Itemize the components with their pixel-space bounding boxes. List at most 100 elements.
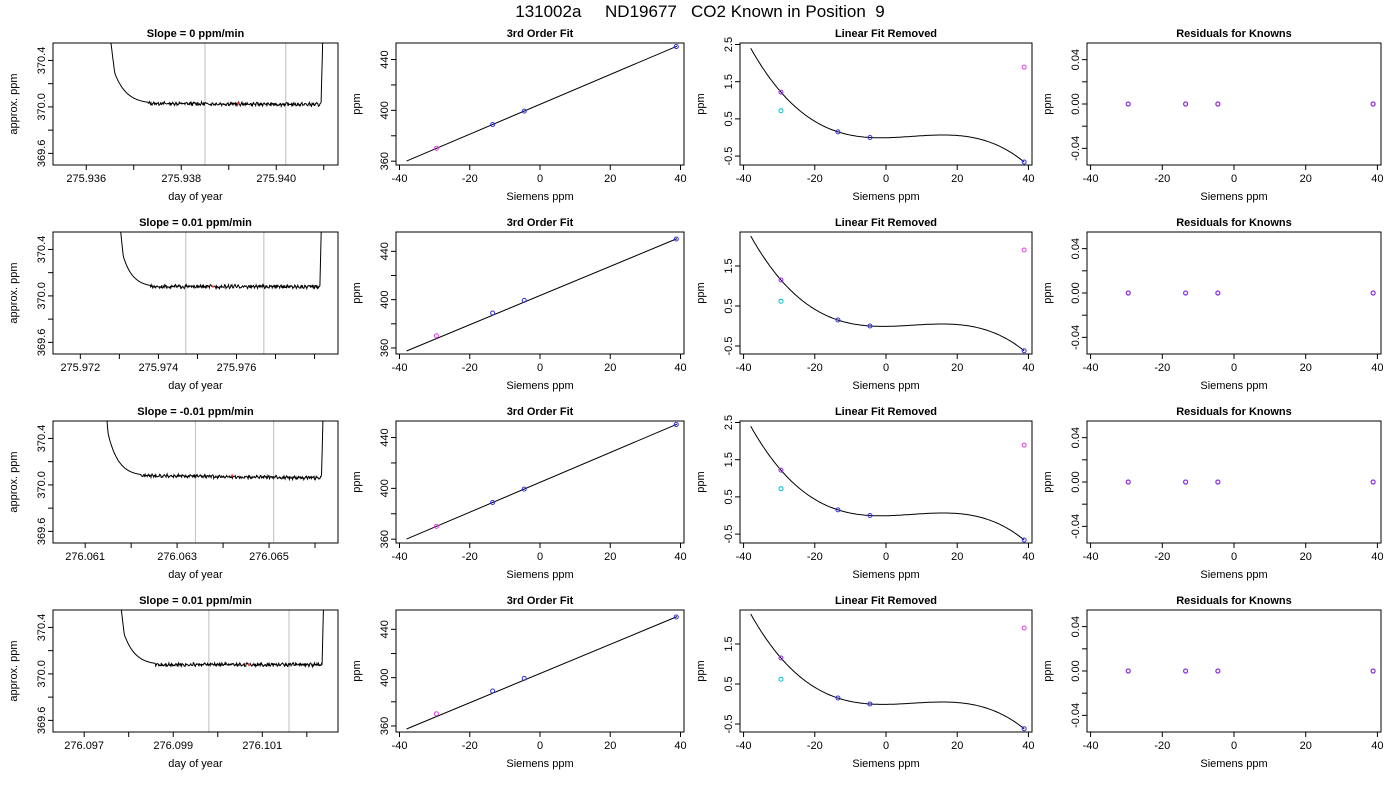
x-tick-label: -40	[736, 740, 752, 752]
data-point	[778, 676, 784, 682]
y-tick-label: 370.4	[36, 236, 48, 264]
plot-area	[406, 44, 679, 162]
x-tick-label: -40	[392, 362, 408, 374]
x-tick-label: -40	[392, 551, 408, 563]
y-tick-label: 1.5	[723, 258, 735, 273]
x-axis-label: day of year	[168, 758, 223, 770]
y-tick-label: 0.04	[1070, 427, 1082, 448]
x-tick-label: -40	[1083, 173, 1099, 185]
data-point	[433, 145, 439, 151]
window-mean-point	[237, 102, 240, 105]
data-point	[673, 236, 679, 242]
data-point	[867, 134, 873, 140]
y-tick-label: 360	[379, 530, 391, 548]
panel-title: Linear Fit Removed	[835, 406, 937, 418]
y-tick-label: 440	[379, 428, 391, 446]
x-tick-label: 40	[1371, 173, 1383, 185]
x-axis-label: Siemens ppm	[506, 569, 573, 581]
x-tick-label: 275.976	[217, 362, 257, 374]
residual-point	[1182, 668, 1189, 674]
plot-frame	[1086, 609, 1382, 733]
x-axis-label: Siemens ppm	[852, 569, 919, 581]
y-tick-label: 369.6	[36, 329, 48, 357]
x-tick-label: 40	[674, 173, 686, 185]
x-axis-label: Siemens ppm	[852, 380, 919, 392]
y-tick-label: 1.5	[723, 452, 735, 467]
x-axis-label: Siemens ppm	[506, 191, 573, 203]
x-tick-label: 276.063	[157, 551, 197, 563]
plot-area	[106, 421, 324, 543]
x-tick-label: 40	[674, 551, 686, 563]
plot-area	[750, 47, 1027, 165]
panel-title: Residuals for Knowns	[1176, 595, 1292, 607]
y-tick-label: 370.4	[36, 425, 48, 453]
y-tick-label: 370.4	[36, 614, 48, 642]
panel-title: Residuals for Knowns	[1176, 28, 1292, 40]
y-tick-label: 0.04	[1070, 49, 1082, 70]
data-point	[835, 129, 841, 135]
x-tick-label: 0	[1231, 362, 1237, 374]
panel-title: 3rd Order Fit	[507, 217, 574, 229]
x-tick-label: 20	[951, 740, 963, 752]
residual-point	[1182, 479, 1189, 485]
x-tick-label: 20	[1300, 362, 1312, 374]
residual-point	[1215, 668, 1221, 674]
cubic-curve	[750, 425, 1025, 541]
plot-frame	[1086, 420, 1382, 544]
plot-frame	[52, 42, 339, 166]
x-tick-label: -20	[462, 362, 478, 374]
y-tick-label: 400	[379, 668, 391, 686]
x-axis-label: Siemens ppm	[1200, 758, 1267, 770]
plot-frame	[739, 609, 1033, 733]
y-tick-label: 0.5	[723, 111, 735, 126]
x-tick-label: -20	[807, 740, 823, 752]
panel-r3c3: Linear Fit Removed -40 -20 0 20 40 -0.5 0.5 1.5 2…	[695, 406, 1035, 581]
plot-frame	[52, 609, 339, 733]
x-tick-label: 276.097	[64, 740, 104, 752]
x-tick-label: 40	[1022, 362, 1034, 374]
y-tick-label: 360	[379, 339, 391, 357]
residual-point	[1215, 479, 1221, 485]
panel-r1c3: Linear Fit Removed -40 -20 0 20 40 -0.5 0.5 1.5 2…	[695, 28, 1035, 203]
y-tick-label: -0.04	[1070, 136, 1082, 161]
x-tick-label: 0	[883, 173, 889, 185]
y-axis-label: ppm	[351, 660, 363, 681]
panel-r3c4: Residuals for Knowns -40 -20 0 20 40 -0.04 0.00…	[1042, 406, 1384, 581]
cubic-curve	[750, 613, 1025, 730]
signal-trace	[110, 43, 324, 109]
plot-area	[750, 425, 1027, 543]
data-point	[867, 512, 873, 518]
panel-title: 3rd Order Fit	[507, 406, 574, 418]
y-axis-label: ppm	[695, 282, 707, 303]
data-point	[778, 467, 784, 473]
y-tick-label: 0.00	[1070, 471, 1082, 492]
x-tick-label: 275.938	[161, 173, 201, 185]
panel-r3c2: 3rd Order Fit -40 -20 0 20 40 360 400 440 Siemens…	[351, 406, 687, 581]
data-point	[867, 323, 873, 329]
y-axis-label: approx. ppm	[8, 640, 20, 701]
panel-r4c3: Linear Fit Removed -40 -20 0 20 40 -0.5 0.5 1.5 S…	[695, 595, 1035, 770]
data-point	[1021, 442, 1027, 448]
x-tick-label: 0	[537, 551, 543, 563]
data-point	[778, 655, 784, 661]
residual-point	[1125, 479, 1131, 485]
data-point	[778, 298, 784, 304]
x-axis-label: Siemens ppm	[1200, 191, 1267, 203]
plot-area	[406, 614, 679, 730]
window-mean-point	[211, 285, 215, 288]
panel-title: Slope = -0.01 ppm/min	[137, 406, 254, 418]
x-tick-label: -20	[807, 173, 823, 185]
residual-point	[1182, 101, 1189, 107]
y-tick-label: 0.5	[723, 489, 735, 504]
x-tick-label: 20	[604, 551, 616, 563]
plot-area	[750, 613, 1027, 732]
y-tick-label: 369.6	[36, 707, 48, 735]
x-tick-label: 20	[1300, 551, 1312, 563]
panel-title: Residuals for Knowns	[1176, 217, 1292, 229]
x-tick-label: 276.101	[242, 740, 282, 752]
x-tick-label: -20	[1154, 551, 1170, 563]
panel-title: 3rd Order Fit	[507, 595, 574, 607]
panel-r2c2: 3rd Order Fit -40 -20 0 20 40 360 400 440 Siemens…	[351, 217, 687, 392]
data-point	[673, 614, 679, 620]
window-mean-point	[231, 474, 234, 477]
